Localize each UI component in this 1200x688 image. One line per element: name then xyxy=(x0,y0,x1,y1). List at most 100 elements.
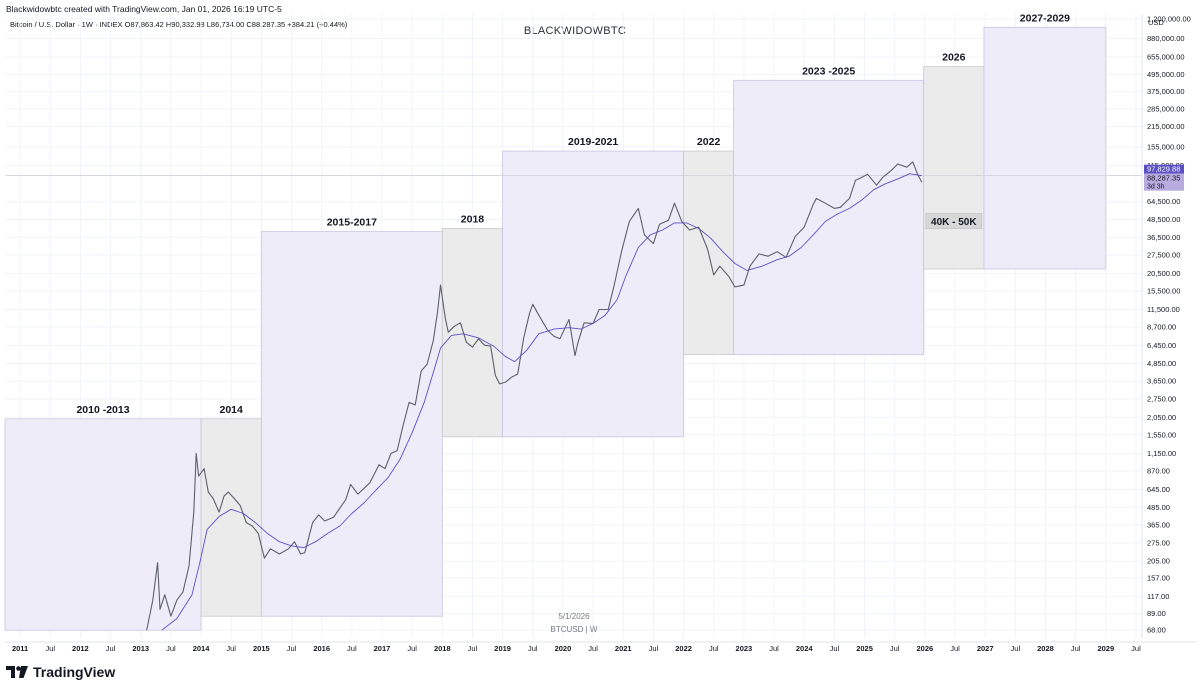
y-tick-label: 1,150.00 xyxy=(1147,449,1176,458)
y-tick-label: 157.00 xyxy=(1147,573,1170,582)
y-tick-label: 48,500.00 xyxy=(1147,215,1180,224)
x-tick-label: 2019 xyxy=(494,644,511,653)
x-tick-label: 2026 xyxy=(917,644,934,653)
x-tick-label: Jul xyxy=(830,644,840,653)
ma-price-label-bg xyxy=(1144,164,1184,174)
x-tick-label: 2017 xyxy=(374,644,391,653)
y-tick-label: 375,000.00 xyxy=(1147,87,1185,96)
x-tick-label: Jul xyxy=(1011,644,1021,653)
y-tick-label: 205.00 xyxy=(1147,557,1170,566)
x-tick-label: 2014 xyxy=(193,644,211,653)
cycle-box-label: 2014 xyxy=(220,404,244,416)
symbol-label: BTCUSD | W xyxy=(551,625,598,634)
x-tick-label: Jul xyxy=(226,644,236,653)
tradingview-logo[interactable]: TradingView xyxy=(6,664,115,680)
x-tick-label: Jul xyxy=(407,644,417,653)
bar-countdown-label: 3d 3h xyxy=(1147,184,1165,191)
y-tick-label: 645.00 xyxy=(1147,485,1170,494)
y-tick-label: 2,750.00 xyxy=(1147,394,1176,403)
cycle-box-label: 2019-2021 xyxy=(568,136,618,148)
x-tick-label: Jul xyxy=(106,644,116,653)
symbol-ohlc-info: Bitcoin / U.S. Dollar · 1W · INDEX O87,8… xyxy=(10,20,348,29)
price-label-bg xyxy=(1144,173,1184,191)
tradingview-logo-icon xyxy=(6,666,28,678)
cycle-box xyxy=(260,231,443,617)
y-tick-label: 15,500.00 xyxy=(1147,286,1180,295)
x-tick-label: Jul xyxy=(588,644,598,653)
cycle-box xyxy=(441,228,504,438)
y-tick-label: 117.00 xyxy=(1147,592,1169,601)
x-tick-label: 2015 xyxy=(253,644,270,653)
y-tick-label: 68.00 xyxy=(1147,626,1166,635)
x-tick-label: Jul xyxy=(287,644,297,653)
x-tick-label: Jul xyxy=(528,644,538,653)
currency-label: USD xyxy=(1148,18,1164,27)
y-tick-label: 365.00 xyxy=(1147,521,1170,530)
x-tick-label: Jul xyxy=(950,644,960,653)
x-tick-label: Jul xyxy=(649,644,659,653)
y-tick-label: 89.00 xyxy=(1147,609,1166,618)
x-tick-label: Jul xyxy=(890,644,900,653)
y-tick-label: 485.00 xyxy=(1147,503,1170,512)
x-tick-label: 2025 xyxy=(856,644,873,653)
cycle-box-label: 2022 xyxy=(697,136,721,148)
x-tick-label: Jul xyxy=(769,644,779,653)
cycle-box xyxy=(923,66,985,270)
y-tick-label: 2,050.00 xyxy=(1147,413,1176,422)
y-tick-label: 285,000.00 xyxy=(1147,104,1185,113)
date-label: 5/1/2026 xyxy=(558,612,590,621)
x-tick-label: 2023 xyxy=(736,644,753,653)
y-tick-label: 155,000.00 xyxy=(1147,142,1185,151)
tradingview-brand-text: TradingView xyxy=(33,664,116,680)
x-tick-label: 2011 xyxy=(12,644,28,653)
cycle-box-label: 2015-2017 xyxy=(327,217,377,229)
x-tick-label: Jul xyxy=(1071,644,1081,653)
target-label-box xyxy=(925,213,983,229)
y-tick-label: 275.00 xyxy=(1147,538,1170,547)
x-tick-label: 2029 xyxy=(1097,644,1114,653)
y-tick-label: 36,500.00 xyxy=(1147,233,1180,242)
x-tick-label: Jul xyxy=(468,644,478,653)
x-tick-label: 2027 xyxy=(977,644,994,653)
y-tick-label: 64,500.00 xyxy=(1147,197,1180,206)
cycle-box-label: 2023 -2025 xyxy=(802,65,855,77)
x-tick-label: 2022 xyxy=(675,644,692,653)
ma-price-label: 97,829.88 xyxy=(1147,165,1180,174)
cycle-box xyxy=(733,79,925,355)
x-tick-label: Jul xyxy=(45,644,55,653)
y-tick-label: 880,000.00 xyxy=(1147,34,1185,43)
y-tick-label: 870.00 xyxy=(1147,466,1170,475)
cycle-box xyxy=(4,418,202,631)
cycle-box-label: 2010 -2013 xyxy=(76,404,129,416)
x-tick-label: 2013 xyxy=(132,644,149,653)
cycle-box-label: 2027-2029 xyxy=(1020,12,1070,24)
last-price-label: 88,287.35 xyxy=(1147,174,1180,183)
x-tick-label: 2018 xyxy=(434,644,451,653)
y-tick-label: 1,200,000.00 xyxy=(1147,15,1191,24)
x-tick-label: 2012 xyxy=(72,644,89,653)
y-tick-label: 3,650.00 xyxy=(1147,377,1176,386)
cycle-box xyxy=(983,26,1107,270)
y-tick-label: 20,500.00 xyxy=(1147,269,1180,278)
x-tick-label: Jul xyxy=(347,644,357,653)
moving-average-line xyxy=(161,173,922,631)
x-tick-label: Jul xyxy=(1131,644,1141,653)
y-tick-label: 655,000.00 xyxy=(1147,52,1185,61)
x-tick-label: 2021 xyxy=(615,644,632,653)
y-tick-label: 1,550.00 xyxy=(1147,430,1176,439)
cycle-box-label: 2018 xyxy=(461,214,485,226)
x-tick-label: Jul xyxy=(709,644,719,653)
y-tick-label: 11,500.00 xyxy=(1147,305,1180,314)
x-tick-label: Jul xyxy=(166,644,176,653)
y-tick-label: 6,450.00 xyxy=(1147,341,1176,350)
x-tick-label: 2016 xyxy=(313,644,330,653)
cycle-box-label: 2026 xyxy=(942,52,966,64)
y-tick-label: 215,000.00 xyxy=(1147,122,1185,131)
cycle-box xyxy=(200,418,262,617)
x-tick-label: 2020 xyxy=(555,644,572,653)
x-tick-label: 2028 xyxy=(1037,644,1054,653)
target-range-label: 40K - 50K xyxy=(931,217,977,228)
y-tick-label: 4,850.00 xyxy=(1147,359,1176,368)
x-tick-label: 2024 xyxy=(796,644,814,653)
